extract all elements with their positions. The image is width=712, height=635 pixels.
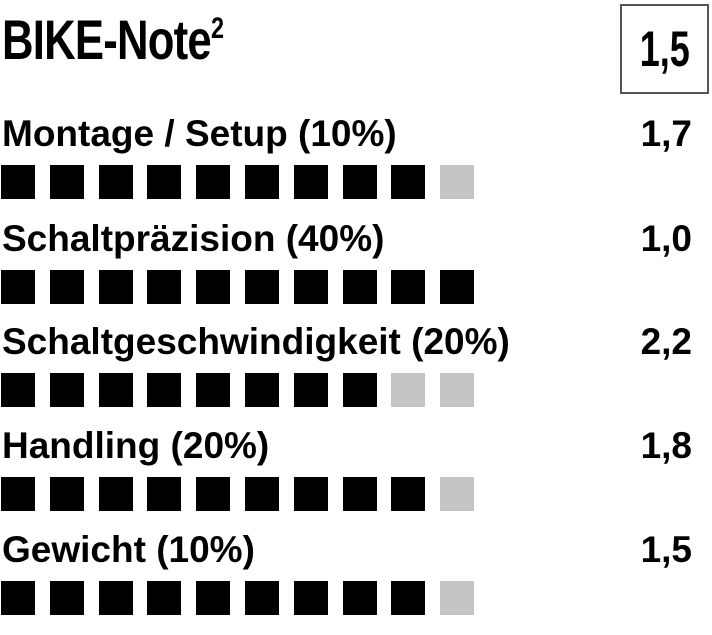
rating-square-filled	[293, 477, 328, 511]
criterion-label: Handling (20%)	[2, 425, 270, 466]
rating-square-filled	[391, 477, 426, 511]
rating-square-empty	[440, 373, 475, 407]
rating-square-filled	[147, 477, 182, 511]
rating-square-filled	[98, 477, 133, 511]
rating-row: Schaltgeschwindigkeit (20%) 2,2	[0, 320, 712, 425]
rating-square-filled	[391, 270, 426, 304]
rating-square-filled	[245, 373, 279, 407]
rating-square-filled	[245, 477, 279, 511]
criterion-label: Montage / Setup (10%)	[2, 113, 397, 154]
rating-square-filled	[391, 165, 426, 199]
rating-row: Schaltpräzision (40%) 1,0	[0, 217, 712, 322]
rating-square-filled	[147, 581, 182, 615]
rating-square-filled	[49, 477, 84, 511]
rating-square-filled	[342, 270, 377, 304]
rating-square-filled	[49, 270, 84, 304]
rating-square-filled	[196, 581, 231, 615]
rating-square-filled	[49, 581, 84, 615]
overall-score: 1,5	[639, 21, 690, 77]
criterion-label: Schaltpräzision (40%)	[2, 218, 385, 259]
rating-square-filled	[1, 165, 35, 199]
rating-square-filled	[293, 165, 328, 199]
rating-square-filled	[245, 581, 279, 615]
rating-square-empty	[391, 373, 426, 407]
rating-square-filled	[49, 373, 84, 407]
criterion-score: 1,8	[640, 425, 692, 466]
criterion-score: 1,5	[640, 529, 692, 570]
rating-row: Gewicht (10%) 1,5	[0, 528, 712, 633]
rating-square-filled	[293, 581, 328, 615]
rating-square-filled	[98, 165, 133, 199]
rating-square-empty	[440, 477, 475, 511]
rating-square-filled	[196, 477, 231, 511]
criterion-score: 1,7	[640, 113, 692, 154]
overall-score-box: 1,5	[620, 4, 709, 94]
rating-square-filled	[98, 581, 133, 615]
rating-row: Montage / Setup (10%) 1,7	[0, 112, 712, 217]
rating-square-filled	[245, 270, 279, 304]
rating-square-filled	[147, 270, 182, 304]
rating-square-filled	[98, 373, 133, 407]
rating-square-empty	[440, 165, 475, 199]
rating-title: BIKE-Note2	[2, 12, 224, 68]
rating-square-filled	[147, 165, 182, 199]
rating-square-filled	[196, 270, 231, 304]
rating-square-filled	[1, 373, 35, 407]
rating-square-filled	[98, 270, 133, 304]
criterion-score: 2,2	[640, 321, 692, 362]
criterion-label: Gewicht (10%)	[2, 529, 255, 570]
rating-square-filled	[49, 165, 84, 199]
title-text: BIKE-Note	[2, 8, 212, 71]
rating-square-filled	[196, 373, 231, 407]
rating-square-empty	[440, 581, 475, 615]
criterion-label: Schaltgeschwindigkeit (20%)	[2, 321, 510, 362]
rating-square-filled	[147, 373, 182, 407]
rating-square-filled	[342, 165, 377, 199]
rating-square-filled	[1, 581, 35, 615]
criterion-score: 1,0	[640, 218, 692, 259]
rating-row: Handling (20%) 1,8	[0, 424, 712, 529]
rating-square-filled	[342, 581, 377, 615]
rating-square-filled	[440, 270, 475, 304]
rating-square-filled	[342, 477, 377, 511]
rating-square-filled	[1, 270, 35, 304]
rating-square-filled	[342, 373, 377, 407]
rating-square-filled	[245, 165, 279, 199]
rating-square-filled	[293, 373, 328, 407]
rating-square-filled	[1, 477, 35, 511]
rating-square-filled	[196, 165, 231, 199]
rating-square-filled	[391, 581, 426, 615]
rating-square-filled	[293, 270, 328, 304]
title-superscript: 2	[210, 12, 224, 45]
